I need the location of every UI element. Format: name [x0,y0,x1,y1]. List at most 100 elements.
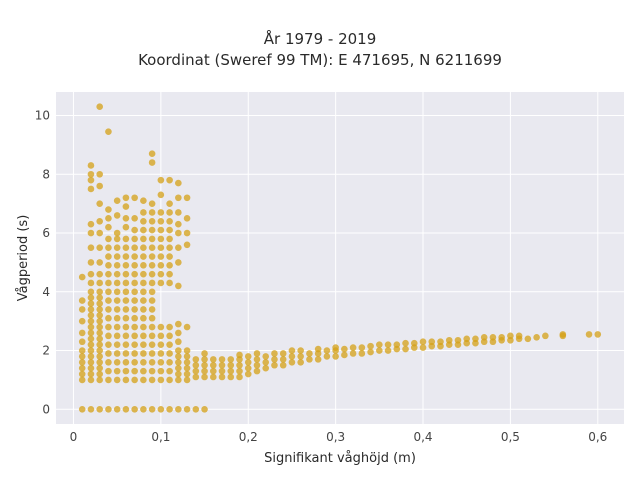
data-point [105,262,112,269]
data-point [122,297,130,304]
data-point [148,367,156,375]
data-point [341,351,348,359]
tick-labels: 0 0,1 0,2 0,3 0,4 0,5 0,6 0 2 4 6 8 10 [35,109,608,444]
data-point [113,212,121,219]
data-point [140,209,147,216]
data-point [358,344,366,351]
data-point [78,406,86,413]
data-point [87,259,95,266]
data-point [209,373,217,381]
chart-title-line2: Koordinat (Sweref 99 TM): E 471695, N 62… [138,51,502,69]
data-point [122,323,130,331]
data-point [218,356,226,363]
data-point [113,332,121,340]
data-point [87,370,95,378]
data-point [157,279,165,287]
data-point [96,294,103,301]
x-tick-label: 0,2 [239,430,258,444]
chart-title-line1: År 1979 - 2019 [263,30,377,48]
data-point [96,306,103,313]
data-point [183,347,191,354]
data-point [148,350,156,357]
data-point [236,361,243,369]
data-point [140,244,147,252]
data-point [148,253,156,260]
data-point [175,229,182,237]
data-point [87,300,95,307]
data-point [122,341,130,348]
data-point [157,226,165,234]
data-point [175,179,182,187]
data-point [113,367,121,375]
data-point [157,332,165,340]
data-point [183,194,191,202]
data-point [113,288,121,296]
data-point [148,376,156,384]
data-point [131,215,138,222]
data-point [175,359,182,366]
data-point [148,297,156,304]
data-point [131,226,138,234]
data-point [140,288,147,296]
data-point [140,253,147,260]
data-point [87,185,95,193]
x-tick-label: 0,1 [151,430,170,444]
data-point [122,194,130,202]
data-point [122,332,130,340]
data-point [227,367,235,375]
data-point [410,339,418,347]
data-point [113,279,121,287]
data-point [166,279,173,287]
data-point [166,359,173,366]
data-point [262,364,270,372]
data-point [166,323,173,331]
data-point [157,253,165,260]
data-point [253,361,261,369]
data-point [253,356,261,363]
data-point [297,359,304,366]
data-point [78,347,86,354]
data-point [288,353,296,360]
data-point [166,253,173,260]
data-point [585,331,593,338]
data-point [175,406,182,413]
data-point [140,359,147,366]
data-point [507,332,514,340]
data-point [96,335,103,343]
data-point [96,300,103,307]
data-point [96,347,103,354]
y-tick-label: 10 [35,109,50,123]
data-point [87,341,95,348]
data-point [131,270,138,278]
y-tick-label: 8 [42,167,50,181]
y-tick-label: 6 [42,226,50,240]
data-point [148,306,156,313]
data-point [236,367,243,375]
data-point [288,359,296,366]
data-point [113,253,121,260]
data-point [157,191,165,199]
data-point [87,279,95,287]
data-point [122,314,130,322]
data-point [157,217,165,225]
data-point [157,244,165,252]
data-point [498,334,505,341]
data-point [166,406,173,413]
data-point [175,320,182,328]
y-tick-label: 4 [42,285,50,299]
data-point [209,356,217,363]
data-point [105,253,112,260]
data-point [175,376,182,384]
data-point [244,370,252,378]
y-tick-label: 0 [42,402,50,416]
data-point [131,244,138,252]
data-point [175,209,182,216]
data-point [148,359,156,366]
data-point [175,364,182,372]
data-point [113,376,121,384]
data-point [105,235,112,243]
data-point [113,323,121,331]
data-point [262,359,270,366]
x-axis-label: Signifikant våghöjd (m) [264,451,416,466]
data-point [105,350,112,357]
